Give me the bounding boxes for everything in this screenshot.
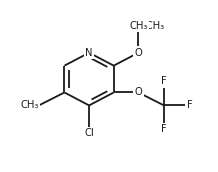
Text: O: O	[135, 88, 142, 98]
Text: CH₃: CH₃	[20, 100, 39, 110]
Text: O: O	[135, 48, 142, 58]
Text: F: F	[161, 76, 167, 86]
Text: F: F	[187, 100, 192, 110]
Text: OCH₃: OCH₃	[138, 21, 165, 31]
Text: CH₃: CH₃	[129, 21, 148, 31]
Text: N: N	[85, 48, 93, 58]
Text: Cl: Cl	[84, 128, 94, 138]
Text: F: F	[161, 125, 167, 135]
